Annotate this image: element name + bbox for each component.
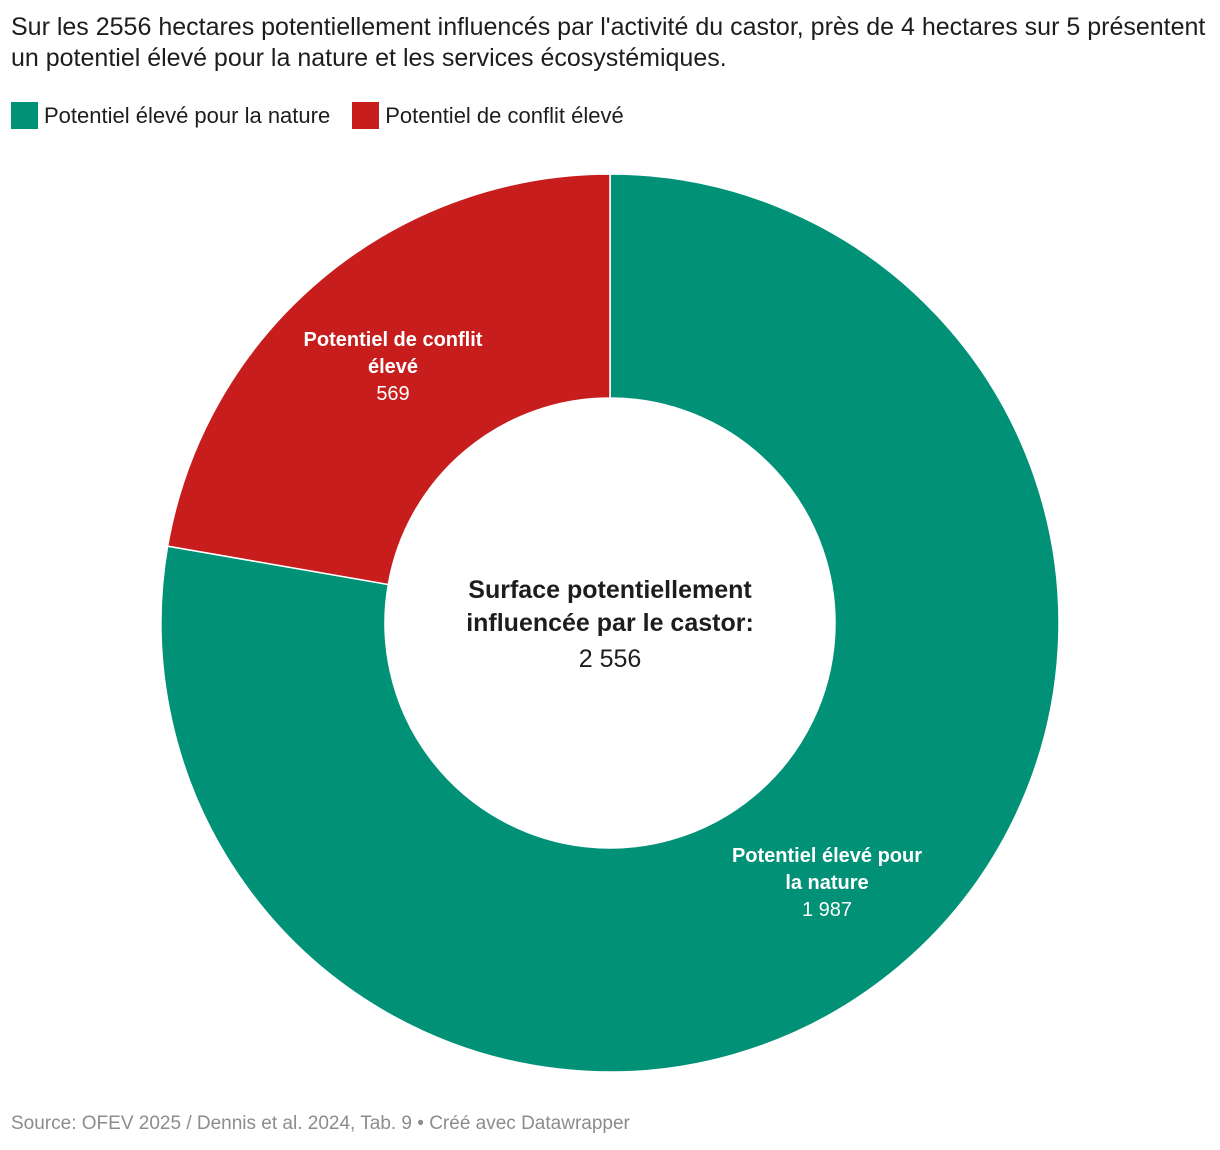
legend-item-conflit: Potentiel de conflit élevé [352, 102, 624, 129]
center-value: 2 556 [579, 645, 642, 673]
chart-title: Sur les 2556 hectares potentiellement in… [11, 13, 1206, 72]
donut-slice-labels: Potentiel élevé pour la nature 1 987 Potent… [304, 329, 923, 921]
source-footer: Source: OFEV 2025 / Dennis et al. 2024, … [11, 1113, 630, 1134]
legend-swatch-conflit [352, 102, 380, 129]
slice-value-potentiel-de-conflit-eleve: 569 [376, 383, 409, 405]
slice-label-potentiel-eleve-pour-la-nature: Potentiel élevé pour la nature 1 987 [732, 845, 922, 921]
center-title: Surface potentiellement influencée par le… [466, 576, 754, 637]
donut-center-label: Surface potentiellement influencée par le… [466, 576, 754, 673]
legend: Potentiel élevé pour la nature Potentiel… [11, 102, 624, 129]
slice-potentiel-eleve-pour-la-nature [160, 173, 1060, 1073]
legend-swatch-nature [11, 102, 38, 129]
legend-item-nature: Potentiel élevé pour la nature [11, 102, 330, 129]
legend-label-nature: Potentiel élevé pour la nature [44, 102, 331, 128]
slice-value-potentiel-eleve-pour-la-nature: 1 987 [802, 899, 852, 921]
slice-potentiel-de-conflit-eleve [166, 173, 611, 586]
legend-label-conflit: Potentiel de conflit élevé [385, 102, 624, 128]
donut-slices [160, 173, 1060, 1073]
slice-label-potentiel-de-conflit-eleve: Potentiel de conflit élevé 569 [304, 329, 483, 405]
